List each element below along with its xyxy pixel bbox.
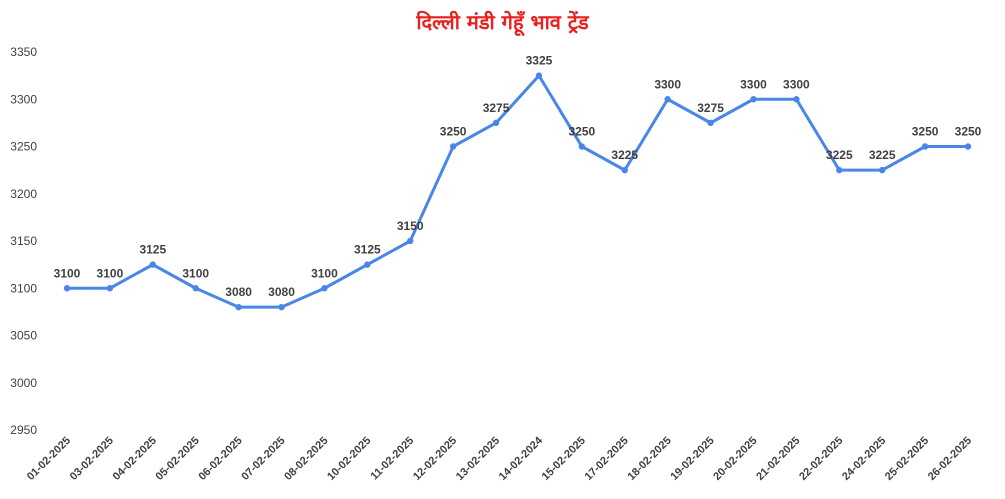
data-point bbox=[149, 261, 157, 268]
data-point bbox=[750, 96, 757, 103]
data-label: 3080 bbox=[225, 285, 252, 299]
x-tick-label: 11-02-2025 bbox=[369, 435, 417, 483]
chart-title: दिल्ली मंडी गेहूँ भाव ट्रेंड bbox=[416, 10, 589, 34]
data-point bbox=[793, 96, 800, 103]
x-tick-label: 05-02-2025 bbox=[154, 435, 202, 483]
data-label: 3125 bbox=[354, 243, 381, 257]
data-point bbox=[235, 303, 242, 311]
data-point bbox=[364, 261, 371, 268]
series-line bbox=[65, 74, 970, 309]
x-tick-label: 19-02-2025 bbox=[668, 435, 716, 483]
y-tick-label: 3100 bbox=[10, 281, 37, 295]
data-label: 3225 bbox=[826, 148, 853, 162]
data-point bbox=[707, 119, 714, 127]
data-point bbox=[621, 166, 628, 174]
data-point bbox=[106, 285, 114, 292]
data-point bbox=[836, 166, 843, 174]
data-label: 3225 bbox=[611, 148, 638, 162]
data-label: 3100 bbox=[97, 266, 124, 280]
y-tick-label: 3000 bbox=[10, 376, 37, 390]
y-tick-label: 3150 bbox=[10, 234, 37, 248]
data-label: 3250 bbox=[955, 125, 982, 139]
y-tick-label: 3050 bbox=[10, 329, 37, 343]
data-label: 3250 bbox=[440, 125, 467, 139]
x-tick-label: 08-02-2025 bbox=[282, 435, 330, 483]
x-tick-label: 24-02-2025 bbox=[840, 435, 888, 483]
x-tick-label: 03-02-2025 bbox=[68, 435, 116, 483]
x-tick-label: 01-02-2025 bbox=[25, 435, 73, 483]
data-label: 3125 bbox=[139, 243, 166, 257]
x-tick-label: 18-02-2025 bbox=[626, 435, 674, 483]
data-point bbox=[492, 119, 500, 127]
x-tick-label: 22-02-2025 bbox=[797, 435, 845, 483]
y-axis: 2950 3000 3050 3100 3150 3200 3250 3300 3350 bbox=[10, 45, 37, 437]
data-point bbox=[63, 285, 71, 292]
data-point bbox=[535, 72, 543, 79]
x-axis: 01-02-202503-02-202504-02-202505-02-2025… bbox=[25, 434, 974, 483]
data-point bbox=[192, 285, 199, 292]
data-label: 3100 bbox=[54, 266, 81, 280]
data-point bbox=[449, 143, 457, 150]
data-label: 3275 bbox=[697, 101, 724, 115]
x-tick-label: 13-02-2025 bbox=[454, 435, 502, 483]
x-tick-label: 10-02-2025 bbox=[325, 435, 373, 483]
x-tick-label: 20-02-2025 bbox=[711, 435, 759, 483]
x-tick-label: 25-02-2025 bbox=[883, 435, 931, 483]
y-tick-label: 2950 bbox=[10, 423, 37, 437]
data-point bbox=[321, 285, 328, 292]
data-label: 3080 bbox=[268, 285, 295, 299]
data-label: 3225 bbox=[869, 148, 896, 162]
data-point bbox=[921, 143, 929, 150]
price-series: 3100 3100 3125 3100 3080 3080 3100 3125 3150 3250… bbox=[54, 54, 982, 311]
x-tick-label: 15-02-2025 bbox=[540, 435, 588, 483]
data-label: 3275 bbox=[483, 101, 510, 115]
x-tick-label: 12-02-2025 bbox=[411, 435, 459, 483]
data-point bbox=[407, 237, 414, 245]
data-label: 3300 bbox=[654, 77, 681, 91]
data-label: 3250 bbox=[912, 125, 939, 139]
data-point bbox=[664, 96, 671, 103]
x-tick-label: 17-02-2025 bbox=[583, 435, 631, 483]
data-point bbox=[578, 143, 586, 150]
x-tick-label: 14-02-2024 bbox=[497, 434, 546, 483]
data-label: 3325 bbox=[526, 54, 553, 68]
data-point bbox=[878, 166, 886, 174]
x-tick-label: 06-02-2025 bbox=[196, 435, 244, 483]
x-tick-label: 21-02-2025 bbox=[754, 435, 802, 483]
data-label: 3100 bbox=[182, 266, 209, 280]
y-tick-label: 3200 bbox=[10, 187, 37, 201]
x-tick-label: 26-02-2025 bbox=[926, 435, 974, 483]
x-tick-label: 07-02-2025 bbox=[239, 435, 287, 483]
data-label: 3250 bbox=[569, 125, 596, 139]
y-tick-label: 3350 bbox=[10, 45, 37, 59]
y-tick-label: 3250 bbox=[10, 140, 37, 154]
data-point bbox=[278, 303, 285, 311]
data-point bbox=[964, 143, 972, 150]
data-label: 3150 bbox=[397, 219, 424, 233]
x-tick-label: 04-02-2025 bbox=[111, 435, 159, 483]
y-tick-label: 3300 bbox=[10, 92, 37, 106]
data-label: 3100 bbox=[311, 266, 338, 280]
data-label: 3300 bbox=[783, 77, 810, 91]
data-label: 3300 bbox=[740, 77, 767, 91]
